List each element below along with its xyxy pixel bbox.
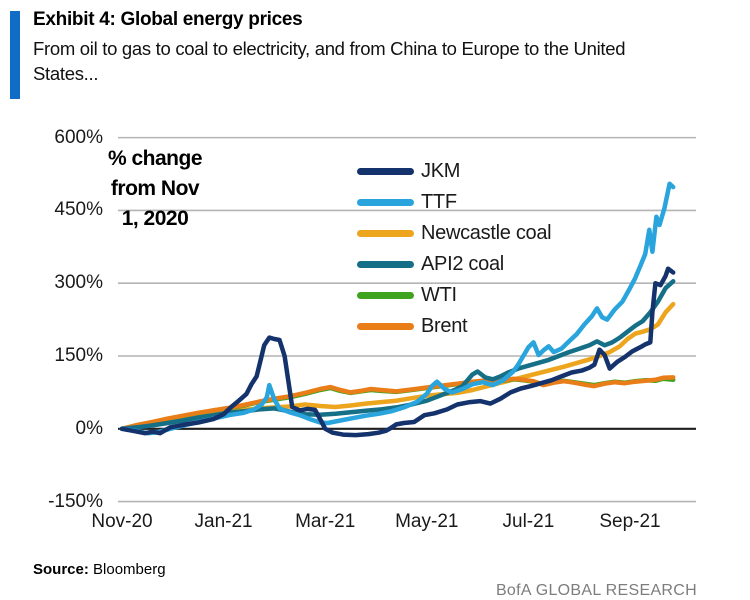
exhibit-title: Exhibit 4: Global energy prices [33, 9, 303, 30]
legend-swatch-wti [357, 292, 414, 299]
legend-label-wti: WTI [421, 284, 457, 306]
exhibit-accent-bar [10, 11, 20, 99]
source-value: Bloomberg [93, 561, 166, 578]
legend-swatch-ttf [357, 199, 414, 206]
y-axis-label-300: 300% [54, 272, 103, 294]
legend-label-ttf: TTF [421, 191, 457, 213]
series-line-jkm [119, 266, 676, 438]
x-axis-label-mar-21: Mar-21 [295, 511, 356, 532]
source-line: Source: Bloomberg [33, 561, 166, 578]
series-line-ttf [119, 181, 676, 436]
y-axis-label-600: 600% [54, 126, 103, 148]
legend-swatch-newcastle-coal [357, 230, 414, 237]
chart-legend: JKM TTF Newcastle coal API2 coal WTI Brent [357, 156, 552, 342]
x-axis-label-nov-20: Nov-20 [91, 511, 153, 532]
legend-swatch-jkm [357, 168, 414, 175]
legend-item-api2-coal: API2 coal [357, 249, 551, 280]
x-axis-label-sep-21: Sep-21 [599, 511, 661, 532]
legend-item-brent: Brent [357, 311, 551, 342]
chart-annotation: % change from Nov 1, 2020 [107, 147, 203, 230]
x-axis-label-jan-21: Jan-21 [194, 511, 253, 532]
legend-item-ttf: TTF [357, 187, 551, 218]
legend-item-newcastle-coal: Newcastle coal [357, 218, 552, 249]
y-axis-label-0: 0% [75, 417, 103, 439]
source-label: Source: [33, 561, 89, 578]
legend-swatch-brent [357, 323, 414, 330]
legend-item-wti: WTI [357, 280, 551, 311]
legend-swatch-api2-coal [357, 261, 414, 268]
y-axis-label-450: 450% [54, 199, 103, 221]
legend-item-jkm: JKM [357, 156, 551, 187]
brand-footer: BofA GLOBAL RESEARCH [495, 582, 697, 599]
legend-label-api2-coal: API2 coal [421, 253, 504, 275]
legend-label-brent: Brent [421, 315, 468, 337]
legend-label-jkm: JKM [421, 160, 461, 182]
y-axis-label-150: 150% [54, 345, 103, 366]
legend-label-newcastle-coal: Newcastle coal [421, 222, 552, 244]
x-axis-label-jul-21: Jul-21 [502, 511, 555, 532]
y-axis-label--150: -150% [48, 490, 103, 512]
x-axis-label-may-21: May-21 [395, 511, 459, 532]
exhibit-subtitle: From oil to gas to coal to electricity, … [33, 38, 626, 84]
